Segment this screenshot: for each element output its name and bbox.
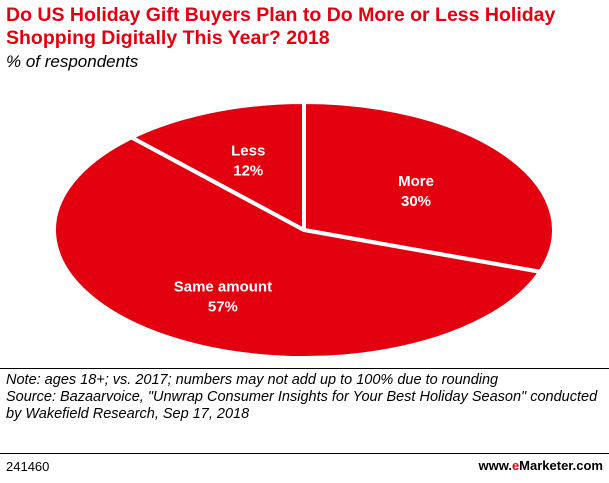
pie-slices [52, 100, 556, 360]
pie-slice-more [302, 100, 556, 274]
pie-slice-less [129, 100, 306, 232]
brand-prefix: www. [478, 458, 512, 473]
slice-label: Less [231, 143, 265, 160]
slice-label: More [398, 173, 434, 190]
brand-accent: e [511, 458, 520, 473]
chart-id: 241460 [6, 459, 50, 474]
slice-label: Same amount [174, 279, 272, 296]
slice-value-label: 12% [233, 163, 263, 180]
chart-note: Note: ages 18+; vs. 2017; numbers may no… [6, 372, 603, 423]
bottom-divider [0, 453, 609, 454]
pie-labels: More 30% Same amount 57% Less 12% [174, 143, 434, 316]
slice-value-label: 57% [208, 299, 238, 316]
note-text: Note: ages 18+; vs. 2017; numbers may no… [6, 372, 499, 388]
chart-subtitle: % of respondents [6, 52, 139, 71]
brand-logo: www.eMarketer.com [478, 458, 603, 473]
slice-value-label: 30% [401, 193, 431, 210]
pie-slice-same-amount [52, 135, 543, 360]
top-divider [0, 368, 609, 369]
source-text: Source: Bazaarvoice, "Unwrap Consumer In… [6, 389, 598, 422]
brand-suffix: Marketer.com [519, 458, 603, 473]
chart-title: Do US Holiday Gift Buyers Plan to Do Mor… [6, 4, 556, 49]
